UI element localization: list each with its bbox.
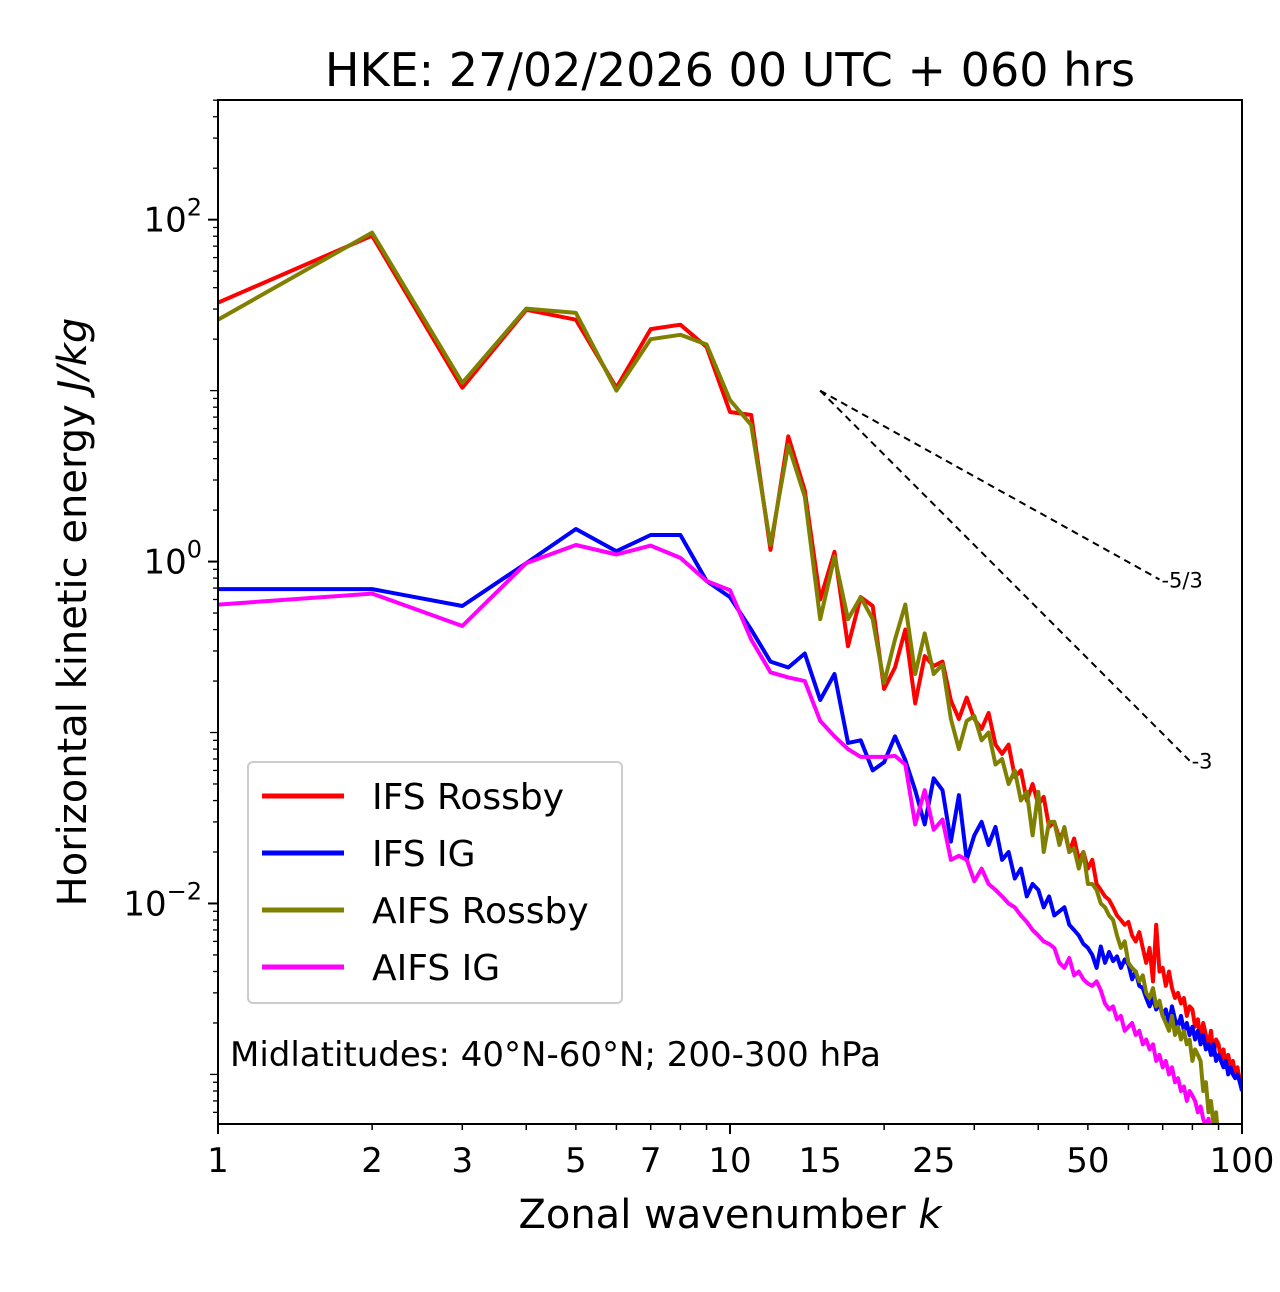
y-axis-unit: J/kg xyxy=(50,318,96,399)
x-tick-label: 7 xyxy=(640,1141,662,1181)
x-tick-label: 50 xyxy=(1066,1141,1109,1181)
chart-title: HKE: 27/02/2026 00 UTC + 060 hrs xyxy=(325,43,1135,97)
reference-slope-line xyxy=(819,389,1191,762)
series-line-aifs-ig xyxy=(218,543,1215,1124)
x-tick-label: 3 xyxy=(451,1141,473,1181)
reference-slope-label: -3 xyxy=(1192,750,1213,774)
series-line-ifs-rossby xyxy=(218,233,1242,1085)
legend-label: AIFS Rossby xyxy=(372,891,589,932)
x-tick-label: 2 xyxy=(361,1141,383,1181)
y-tick-label: 100 xyxy=(143,536,202,583)
reference-slope-line xyxy=(819,389,1160,581)
legend-box xyxy=(247,761,623,1004)
y-tick-label: 102 xyxy=(143,194,202,241)
y-axis-label: Horizontal kinetic energy J/kg xyxy=(50,318,96,907)
x-tick-label: 25 xyxy=(912,1141,955,1181)
y-tick-label: 10−2 xyxy=(123,877,202,924)
x-tick-label: 10 xyxy=(708,1141,751,1181)
y-axis-label-text: Horizontal kinetic energy xyxy=(50,404,96,906)
reference-slope-label: -5/3 xyxy=(1161,568,1202,592)
region-annotation: Midlatitudes: 40°N-60°N; 200-300 hPa xyxy=(230,1035,881,1075)
series-line-aifs-rossby xyxy=(218,230,1220,1124)
x-tick-label: 5 xyxy=(565,1141,587,1181)
x-axis-label: Zonal wavenumber k xyxy=(518,1192,943,1238)
legend: IFS Rossby IFS IG AIFS Rossby AIFS IG xyxy=(247,761,623,1004)
legend-label: IFS IG xyxy=(372,834,476,875)
x-tick-label: 100 xyxy=(1210,1141,1275,1181)
x-tick-label: 1 xyxy=(207,1141,229,1181)
x-tick-label: 15 xyxy=(799,1141,842,1181)
legend-label: AIFS IG xyxy=(372,948,500,989)
x-axis-variable: k xyxy=(918,1192,943,1238)
series-line-ifs-ig xyxy=(218,527,1242,1092)
x-axis-label-text: Zonal wavenumber xyxy=(518,1192,906,1238)
legend-label: IFS Rossby xyxy=(372,777,564,818)
